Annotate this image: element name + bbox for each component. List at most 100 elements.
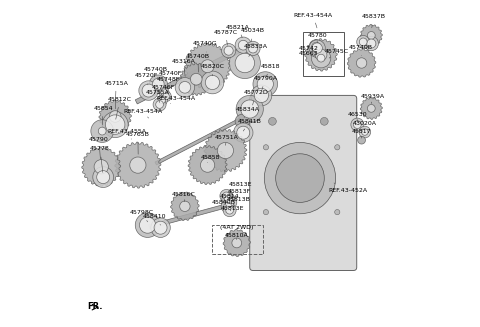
Text: 45837B: 45837B (361, 14, 385, 28)
Text: 45790A: 45790A (253, 76, 277, 90)
Circle shape (233, 123, 253, 143)
Circle shape (154, 221, 167, 234)
Text: 45854: 45854 (94, 106, 113, 125)
Circle shape (249, 44, 257, 53)
Text: 45814: 45814 (220, 194, 240, 199)
Text: 45755A: 45755A (145, 90, 169, 103)
Text: 45841B: 45841B (238, 119, 262, 131)
Polygon shape (360, 25, 383, 46)
Circle shape (317, 54, 325, 62)
Circle shape (278, 153, 286, 161)
Circle shape (359, 126, 371, 138)
Circle shape (93, 167, 114, 187)
Circle shape (223, 204, 236, 217)
Circle shape (180, 201, 190, 212)
Circle shape (240, 100, 259, 118)
Circle shape (109, 111, 121, 122)
Text: 45817: 45817 (352, 129, 372, 138)
Circle shape (130, 157, 146, 173)
Text: 45740B: 45740B (348, 45, 372, 56)
Circle shape (158, 87, 169, 97)
Circle shape (135, 213, 160, 237)
Circle shape (312, 43, 323, 53)
Circle shape (205, 75, 219, 90)
Text: 45812C: 45812C (108, 97, 132, 119)
Circle shape (361, 129, 368, 135)
Circle shape (201, 158, 215, 172)
Text: 45816C: 45816C (171, 192, 195, 202)
Circle shape (201, 71, 224, 94)
Circle shape (268, 185, 276, 193)
Text: 45820C: 45820C (201, 64, 225, 76)
Circle shape (367, 105, 375, 112)
Text: 45790: 45790 (89, 137, 109, 159)
Polygon shape (188, 146, 227, 184)
Polygon shape (82, 147, 120, 186)
Text: 45746F: 45746F (152, 85, 176, 97)
Circle shape (229, 47, 261, 78)
Circle shape (367, 39, 376, 48)
Circle shape (91, 120, 114, 143)
Text: 45787C: 45787C (214, 30, 238, 45)
Circle shape (353, 121, 361, 129)
Text: 46530: 46530 (348, 112, 367, 121)
Circle shape (227, 198, 234, 206)
Text: 45813B: 45813B (227, 197, 250, 208)
Circle shape (161, 91, 171, 102)
Circle shape (254, 88, 268, 103)
Circle shape (191, 73, 202, 85)
Text: 45316A: 45316A (171, 59, 195, 77)
Circle shape (251, 85, 272, 106)
Circle shape (98, 127, 106, 135)
Circle shape (153, 98, 166, 111)
Circle shape (161, 89, 167, 95)
Circle shape (156, 101, 164, 108)
Text: 45715A: 45715A (104, 80, 128, 109)
Circle shape (201, 60, 214, 73)
Text: 45751A: 45751A (215, 135, 239, 145)
Circle shape (315, 49, 327, 61)
Circle shape (106, 115, 125, 134)
Text: 45840B: 45840B (211, 200, 235, 206)
Circle shape (232, 238, 241, 248)
Polygon shape (360, 97, 383, 119)
Polygon shape (170, 192, 199, 220)
Text: 45765B: 45765B (126, 132, 150, 154)
Circle shape (367, 31, 375, 39)
Circle shape (159, 97, 166, 104)
Circle shape (311, 153, 318, 161)
Polygon shape (135, 48, 241, 104)
Circle shape (163, 93, 169, 100)
Circle shape (151, 218, 170, 237)
Circle shape (309, 40, 325, 56)
Text: 45818: 45818 (261, 64, 280, 77)
Circle shape (235, 114, 250, 129)
Text: 43020A: 43020A (353, 121, 377, 129)
Circle shape (321, 185, 328, 193)
Polygon shape (223, 229, 251, 257)
Text: 45778: 45778 (90, 146, 110, 172)
Text: 45821A: 45821A (226, 25, 250, 38)
Circle shape (179, 81, 191, 93)
Polygon shape (305, 39, 337, 71)
Circle shape (257, 76, 274, 92)
Text: REF.43-452A: REF.43-452A (328, 183, 367, 193)
Circle shape (224, 196, 237, 209)
Circle shape (96, 171, 109, 183)
Circle shape (235, 53, 254, 73)
Circle shape (224, 202, 231, 210)
Text: 45034B: 45034B (240, 28, 264, 42)
Text: 45834A: 45834A (236, 107, 260, 117)
Circle shape (224, 46, 233, 55)
Text: 45810A: 45810A (225, 233, 249, 240)
Text: 45740B: 45740B (144, 67, 168, 80)
Circle shape (235, 37, 252, 53)
Text: 45740G: 45740G (193, 41, 217, 52)
Text: 45813E: 45813E (221, 206, 245, 211)
Text: 45780: 45780 (307, 33, 327, 43)
Text: 45798C: 45798C (130, 210, 154, 222)
Text: 45740F: 45740F (159, 71, 182, 83)
Polygon shape (99, 100, 132, 133)
Circle shape (236, 95, 264, 123)
Text: 45813F: 45813F (228, 189, 251, 198)
